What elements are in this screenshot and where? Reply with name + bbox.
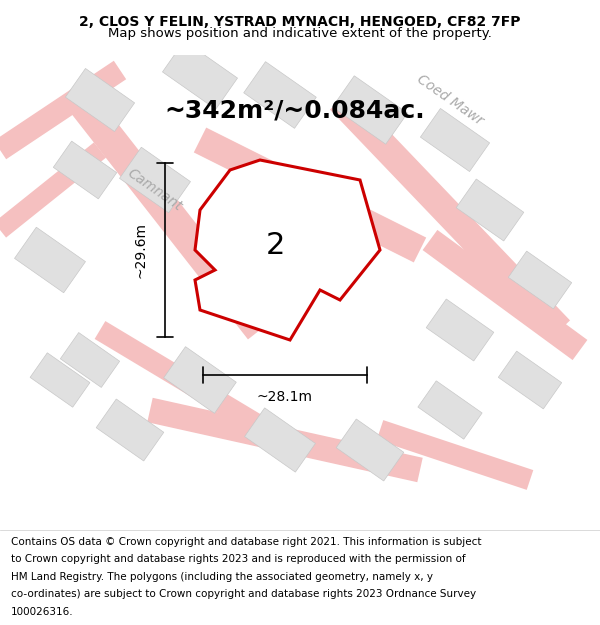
Text: co-ordinates) are subject to Crown copyright and database rights 2023 Ordnance S: co-ordinates) are subject to Crown copyr… bbox=[11, 589, 476, 599]
FancyBboxPatch shape bbox=[65, 69, 134, 131]
FancyBboxPatch shape bbox=[30, 352, 90, 408]
Text: 100026316.: 100026316. bbox=[11, 607, 73, 617]
Text: Contains OS data © Crown copyright and database right 2021. This information is : Contains OS data © Crown copyright and d… bbox=[11, 537, 481, 547]
FancyBboxPatch shape bbox=[245, 408, 316, 472]
Text: Map shows position and indicative extent of the property.: Map shows position and indicative extent… bbox=[108, 27, 492, 39]
Text: ~29.6m: ~29.6m bbox=[133, 222, 147, 278]
FancyBboxPatch shape bbox=[508, 251, 572, 309]
FancyBboxPatch shape bbox=[61, 332, 119, 388]
FancyBboxPatch shape bbox=[456, 179, 524, 241]
Text: 2: 2 bbox=[266, 231, 285, 261]
Text: to Crown copyright and database rights 2023 and is reproduced with the permissio: to Crown copyright and database rights 2… bbox=[11, 554, 466, 564]
Text: ~28.1m: ~28.1m bbox=[257, 390, 313, 404]
FancyBboxPatch shape bbox=[96, 399, 164, 461]
FancyBboxPatch shape bbox=[163, 41, 238, 109]
Text: Camnant: Camnant bbox=[125, 166, 185, 214]
Text: Coed Mawr: Coed Mawr bbox=[414, 72, 486, 128]
FancyBboxPatch shape bbox=[418, 381, 482, 439]
Text: ~342m²/~0.084ac.: ~342m²/~0.084ac. bbox=[164, 98, 425, 122]
FancyBboxPatch shape bbox=[336, 419, 404, 481]
Text: 2, CLOS Y FELIN, YSTRAD MYNACH, HENGOED, CF82 7FP: 2, CLOS Y FELIN, YSTRAD MYNACH, HENGOED,… bbox=[79, 16, 521, 29]
FancyBboxPatch shape bbox=[164, 347, 236, 413]
FancyBboxPatch shape bbox=[332, 76, 407, 144]
Text: HM Land Registry. The polygons (including the associated geometry, namely x, y: HM Land Registry. The polygons (includin… bbox=[11, 572, 433, 582]
FancyBboxPatch shape bbox=[14, 228, 85, 292]
FancyBboxPatch shape bbox=[53, 141, 117, 199]
FancyBboxPatch shape bbox=[244, 62, 316, 128]
Polygon shape bbox=[195, 160, 380, 340]
FancyBboxPatch shape bbox=[421, 109, 490, 171]
FancyBboxPatch shape bbox=[426, 299, 494, 361]
FancyBboxPatch shape bbox=[119, 148, 190, 213]
FancyBboxPatch shape bbox=[498, 351, 562, 409]
